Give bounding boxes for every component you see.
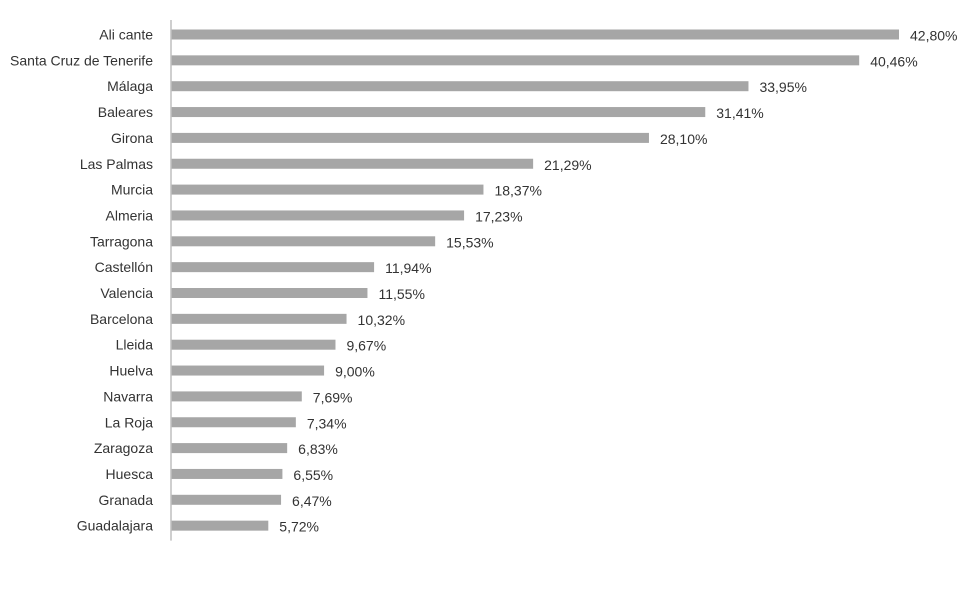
bar	[171, 365, 325, 376]
value-label: 7,34%	[307, 415, 347, 431]
bar	[171, 520, 269, 531]
category-label: Barcelona	[90, 311, 153, 327]
category-label: Huesca	[106, 466, 154, 482]
value-label: 11,55%	[378, 286, 424, 302]
category-label: La Roja	[105, 414, 153, 430]
value-label: 33,95%	[759, 79, 806, 95]
bar	[171, 81, 749, 92]
bar	[171, 288, 368, 298]
value-label: 17,23%	[475, 208, 522, 224]
category-label: Navarra	[103, 388, 153, 404]
bar	[171, 313, 347, 324]
category-label: Granada	[99, 492, 154, 508]
value-label: 9,00%	[335, 364, 375, 380]
category-label: Baleares	[98, 104, 153, 120]
labels-layer: Ali cante 42,80% Santa Cruz de Tenerife 40,…	[10, 27, 957, 535]
bar	[171, 132, 649, 143]
value-label: 28,10%	[660, 131, 707, 147]
bar	[171, 29, 899, 40]
category-label: Tarragona	[90, 233, 153, 249]
bar	[171, 339, 336, 350]
category-label: Ali cante	[99, 27, 153, 43]
bar	[171, 107, 706, 118]
category-label: Las Palmas	[80, 156, 153, 172]
value-label: 21,29%	[544, 157, 591, 173]
value-label: 7,69%	[313, 389, 353, 405]
value-label: 11,94%	[385, 260, 431, 276]
bar	[171, 468, 283, 479]
value-label: 18,37%	[494, 183, 541, 199]
value-label: 15,53%	[446, 234, 493, 250]
bar	[171, 184, 484, 195]
category-label: Málaga	[107, 78, 153, 94]
value-label: 6,47%	[292, 493, 332, 509]
category-label: Huelva	[109, 363, 153, 379]
category-label: Zaragoza	[94, 440, 153, 456]
value-label: 42,80%	[910, 28, 957, 44]
category-label: Almeria	[106, 207, 154, 223]
value-label: 5,72%	[279, 519, 319, 535]
category-label: Murcia	[111, 182, 153, 198]
bar	[171, 443, 288, 454]
value-label: 9,67%	[346, 338, 386, 354]
bar	[171, 494, 282, 505]
value-label: 40,46%	[870, 53, 917, 69]
value-label: 6,55%	[293, 467, 333, 483]
bar	[171, 210, 465, 221]
category-label: Castellón	[95, 259, 153, 275]
bar	[171, 55, 860, 66]
value-label: 10,32%	[358, 312, 405, 328]
category-label: Girona	[111, 130, 153, 146]
bar	[171, 391, 302, 402]
bars-layer	[171, 29, 899, 531]
bar	[171, 236, 436, 247]
value-label: 6,83%	[298, 441, 338, 457]
bar	[171, 158, 534, 169]
bar	[171, 417, 296, 428]
category-label: Lleida	[116, 337, 154, 353]
bar	[171, 262, 375, 273]
category-label: Santa Cruz de Tenerife	[10, 52, 153, 68]
value-label: 31,41%	[716, 105, 763, 121]
category-label: Valencia	[100, 285, 153, 301]
category-label: Guadalajara	[77, 518, 153, 534]
